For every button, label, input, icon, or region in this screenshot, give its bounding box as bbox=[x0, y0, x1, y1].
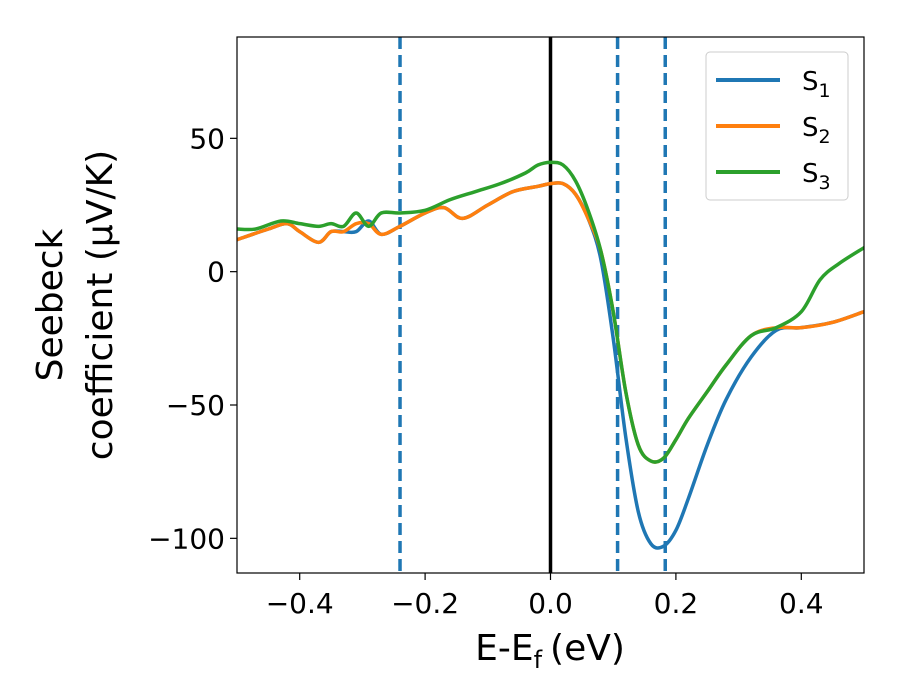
y-tick-label: 0 bbox=[207, 256, 225, 289]
y-axis-label-line1: Seebeck bbox=[30, 228, 71, 381]
x-axis-label-unit: (eV) bbox=[550, 628, 625, 669]
x-axis-label: E-Ef (eV) bbox=[475, 628, 625, 674]
y-tick-label: −100 bbox=[148, 522, 225, 555]
legend: S1 S2 S3 bbox=[705, 51, 849, 201]
x-tick-label: 0.4 bbox=[779, 587, 824, 620]
legend-label-S2: S2 bbox=[802, 113, 831, 148]
x-tick-label: −0.4 bbox=[266, 587, 334, 620]
y-tick-label: −50 bbox=[166, 389, 225, 422]
legend-label-S1: S1 bbox=[802, 67, 831, 102]
x-tick-label: −0.2 bbox=[391, 587, 459, 620]
y-axis-ticks: −100 −50 0 50 bbox=[148, 122, 237, 555]
x-axis-label-sub: f bbox=[534, 646, 543, 674]
x-tick-label: 0.0 bbox=[528, 587, 573, 620]
x-tick-label: 0.2 bbox=[654, 587, 699, 620]
y-tick-label: 50 bbox=[189, 122, 225, 155]
x-axis-ticks: −0.4 −0.2 0.0 0.2 0.4 bbox=[266, 573, 824, 620]
series-line-S3 bbox=[237, 160, 864, 464]
reference-lines bbox=[398, 37, 667, 573]
series-lines bbox=[237, 160, 864, 550]
y-axis-label: Seebeck coefficient (μV/K) bbox=[30, 150, 121, 460]
y-axis-label-line2: coefficient (μV/K) bbox=[80, 150, 121, 460]
x-axis-label-main: E-E bbox=[475, 628, 533, 669]
legend-label-S3: S3 bbox=[802, 159, 831, 194]
